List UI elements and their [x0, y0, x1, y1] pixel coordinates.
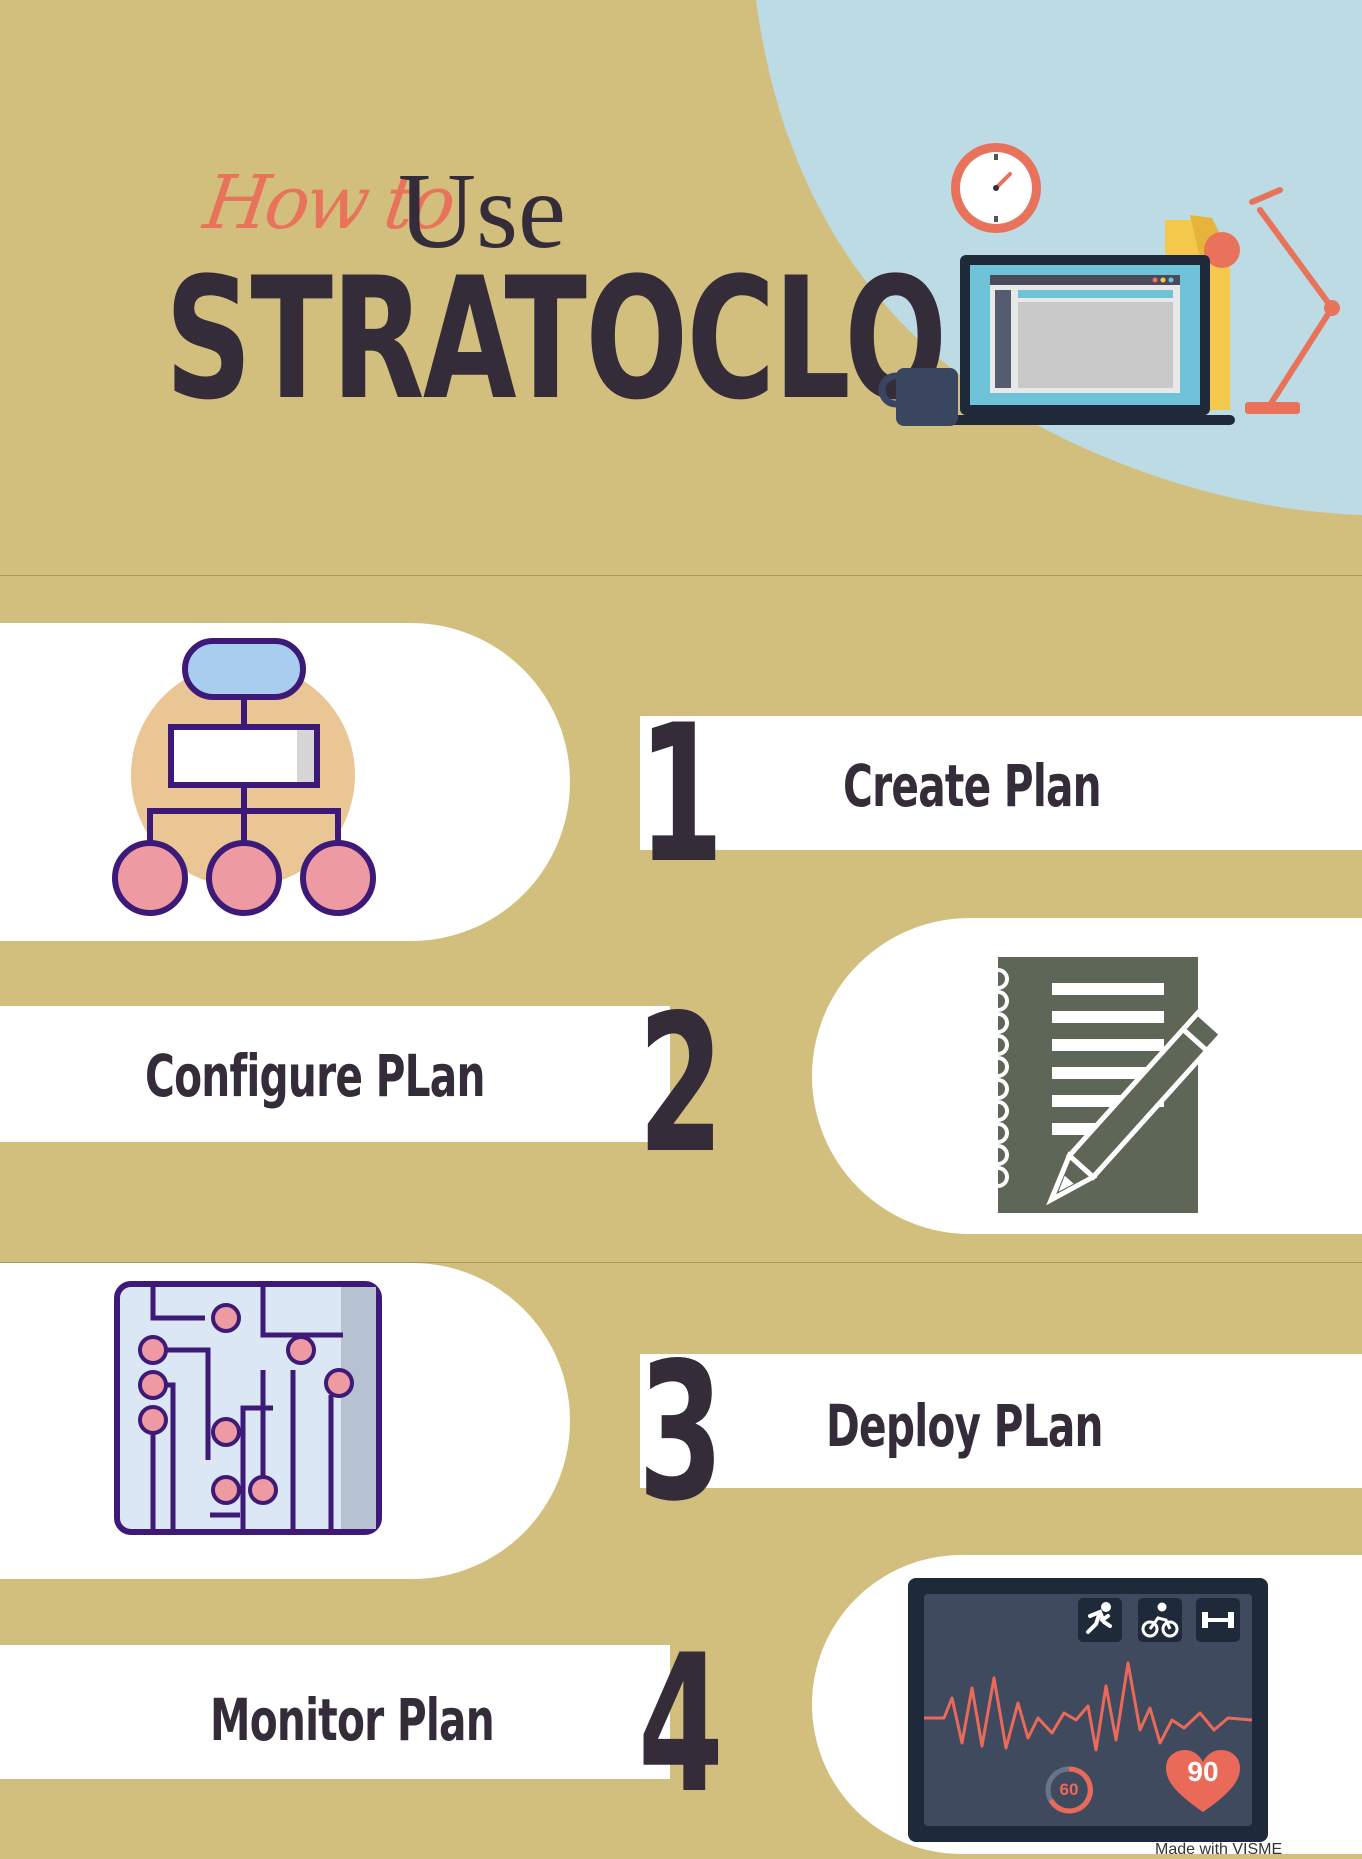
- heart-value: 90: [1187, 1756, 1219, 1787]
- circuit-board-icon: [114, 1281, 382, 1535]
- dumbbell-icon: [1196, 1598, 1240, 1642]
- page-title: STRATOCLO: [165, 241, 947, 437]
- desk-illustration: [878, 143, 1340, 426]
- heart-icon: [1166, 1750, 1240, 1812]
- header: How to Use STRATOCLO: [0, 0, 1362, 575]
- footer-credit: Made with VISME: [1155, 1841, 1283, 1858]
- step-4-number: 4: [638, 1614, 724, 1835]
- step-2-bar: [0, 1006, 670, 1142]
- divider: [0, 1262, 1362, 1263]
- step-2-number: 2: [638, 974, 724, 1195]
- notebook-pencil-icon: [987, 957, 1226, 1213]
- clock-icon: [951, 143, 1041, 233]
- step-1-label: Create Plan: [843, 752, 1102, 820]
- laptop-icon: [935, 255, 1235, 425]
- flowchart-icon: [112, 638, 376, 916]
- bicycle-icon: [1138, 1598, 1182, 1642]
- heartbeat-line: [924, 1661, 1252, 1752]
- step-1-bar: [640, 716, 1362, 850]
- speed-value: 60: [1059, 1780, 1079, 1799]
- step-4-label: Monitor Plan: [210, 1686, 495, 1754]
- step-3-label: Deploy PLan: [826, 1392, 1104, 1460]
- speed-gauge-icon: [1045, 1766, 1093, 1814]
- divider: [0, 575, 1362, 576]
- step-1-number: 1: [638, 684, 724, 905]
- fitness-monitor-icon: 60 90: [908, 1578, 1268, 1842]
- desk-lamp-icon: [1249, 187, 1340, 408]
- step-4-bar: [0, 1645, 670, 1779]
- title-use: Use: [398, 152, 566, 271]
- step-3-bar: [640, 1354, 1362, 1488]
- step-2-label: Configure PLan: [145, 1042, 485, 1110]
- run-icon: [1078, 1598, 1122, 1642]
- step-3-number: 3: [638, 1322, 724, 1543]
- coffee-mug-icon: [878, 368, 958, 426]
